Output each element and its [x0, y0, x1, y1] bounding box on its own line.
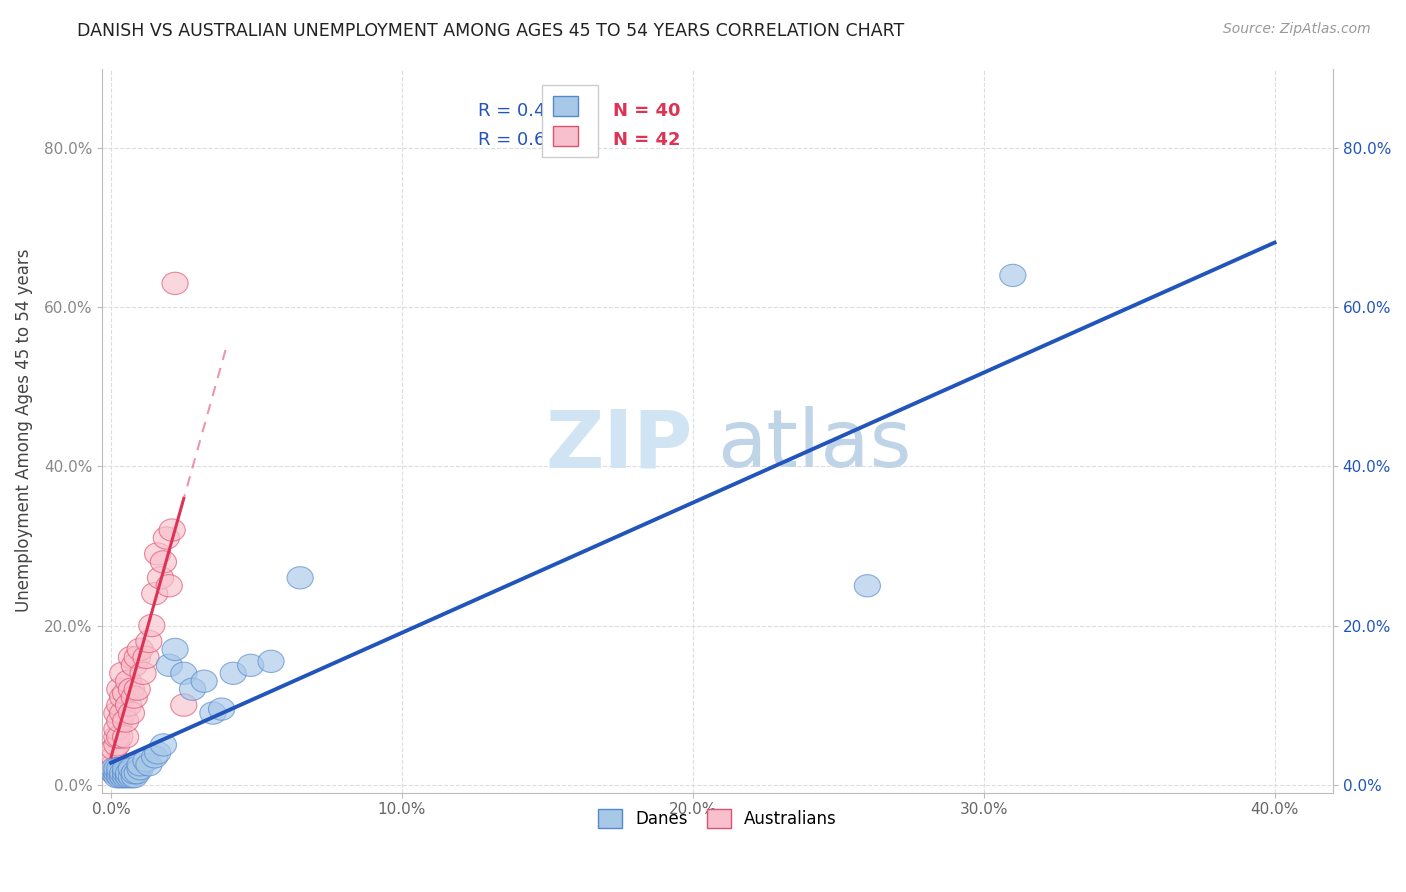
Ellipse shape — [107, 694, 134, 716]
Ellipse shape — [170, 662, 197, 684]
Ellipse shape — [112, 726, 139, 748]
Ellipse shape — [156, 654, 183, 676]
Ellipse shape — [1000, 264, 1026, 286]
Ellipse shape — [142, 746, 167, 768]
Ellipse shape — [107, 765, 134, 788]
Ellipse shape — [104, 765, 129, 788]
Ellipse shape — [129, 662, 156, 684]
Ellipse shape — [162, 272, 188, 294]
Ellipse shape — [121, 654, 148, 676]
Ellipse shape — [159, 519, 186, 541]
Ellipse shape — [180, 678, 205, 700]
Ellipse shape — [110, 662, 136, 684]
Ellipse shape — [101, 762, 127, 784]
Ellipse shape — [101, 754, 127, 776]
Ellipse shape — [124, 762, 150, 784]
Ellipse shape — [150, 734, 177, 756]
Ellipse shape — [238, 654, 264, 676]
Text: DANISH VS AUSTRALIAN UNEMPLOYMENT AMONG AGES 45 TO 54 YEARS CORRELATION CHART: DANISH VS AUSTRALIAN UNEMPLOYMENT AMONG … — [77, 22, 904, 40]
Ellipse shape — [104, 702, 129, 724]
Ellipse shape — [107, 678, 134, 700]
Ellipse shape — [124, 678, 150, 700]
Ellipse shape — [107, 726, 134, 748]
Ellipse shape — [127, 639, 153, 661]
Ellipse shape — [115, 762, 142, 784]
Y-axis label: Unemployment Among Ages 45 to 54 years: Unemployment Among Ages 45 to 54 years — [15, 249, 32, 612]
Ellipse shape — [162, 639, 188, 661]
Ellipse shape — [150, 550, 177, 573]
Ellipse shape — [101, 762, 127, 784]
Text: Source: ZipAtlas.com: Source: ZipAtlas.com — [1223, 22, 1371, 37]
Ellipse shape — [112, 682, 139, 705]
Ellipse shape — [115, 694, 142, 716]
Ellipse shape — [104, 718, 129, 740]
Ellipse shape — [200, 702, 226, 724]
Ellipse shape — [112, 710, 139, 732]
Ellipse shape — [110, 702, 136, 724]
Text: N = 42: N = 42 — [613, 130, 681, 149]
Ellipse shape — [208, 698, 235, 720]
Ellipse shape — [112, 765, 139, 788]
Ellipse shape — [104, 757, 129, 780]
Ellipse shape — [121, 686, 148, 708]
Ellipse shape — [101, 757, 127, 780]
Ellipse shape — [107, 757, 134, 780]
Ellipse shape — [107, 710, 134, 732]
Ellipse shape — [170, 694, 197, 716]
Ellipse shape — [136, 631, 162, 653]
Ellipse shape — [287, 566, 314, 589]
Ellipse shape — [156, 574, 183, 597]
Ellipse shape — [153, 527, 180, 549]
Ellipse shape — [118, 646, 145, 668]
Ellipse shape — [112, 757, 139, 780]
Ellipse shape — [136, 754, 162, 776]
Text: N = 40: N = 40 — [613, 102, 681, 120]
Ellipse shape — [101, 738, 127, 760]
Ellipse shape — [124, 646, 150, 668]
Text: ZIP: ZIP — [546, 406, 693, 484]
Ellipse shape — [118, 757, 145, 780]
Ellipse shape — [148, 566, 173, 589]
Ellipse shape — [104, 762, 129, 784]
Ellipse shape — [115, 670, 142, 692]
Ellipse shape — [118, 765, 145, 788]
Ellipse shape — [142, 582, 167, 605]
Ellipse shape — [110, 762, 136, 784]
Ellipse shape — [127, 754, 153, 776]
Ellipse shape — [118, 678, 145, 700]
Ellipse shape — [121, 765, 148, 788]
Ellipse shape — [107, 762, 134, 784]
Ellipse shape — [855, 574, 880, 597]
Legend: Danes, Australians: Danes, Australians — [592, 803, 844, 835]
Ellipse shape — [145, 543, 170, 565]
Ellipse shape — [257, 650, 284, 673]
Ellipse shape — [115, 765, 142, 788]
Ellipse shape — [101, 757, 127, 780]
Ellipse shape — [110, 686, 136, 708]
Text: R = 0.423: R = 0.423 — [478, 102, 568, 120]
Text: atlas: atlas — [717, 406, 912, 484]
Ellipse shape — [104, 734, 129, 756]
Ellipse shape — [112, 762, 139, 784]
Ellipse shape — [127, 757, 153, 780]
Ellipse shape — [110, 765, 136, 788]
Ellipse shape — [139, 615, 165, 637]
Ellipse shape — [221, 662, 246, 684]
Text: R = 0.656: R = 0.656 — [478, 130, 568, 149]
Ellipse shape — [121, 762, 148, 784]
Ellipse shape — [101, 746, 127, 768]
Ellipse shape — [118, 702, 145, 724]
Ellipse shape — [134, 749, 159, 772]
Ellipse shape — [104, 726, 129, 748]
Ellipse shape — [134, 646, 159, 668]
Ellipse shape — [191, 670, 218, 692]
Ellipse shape — [145, 742, 170, 764]
